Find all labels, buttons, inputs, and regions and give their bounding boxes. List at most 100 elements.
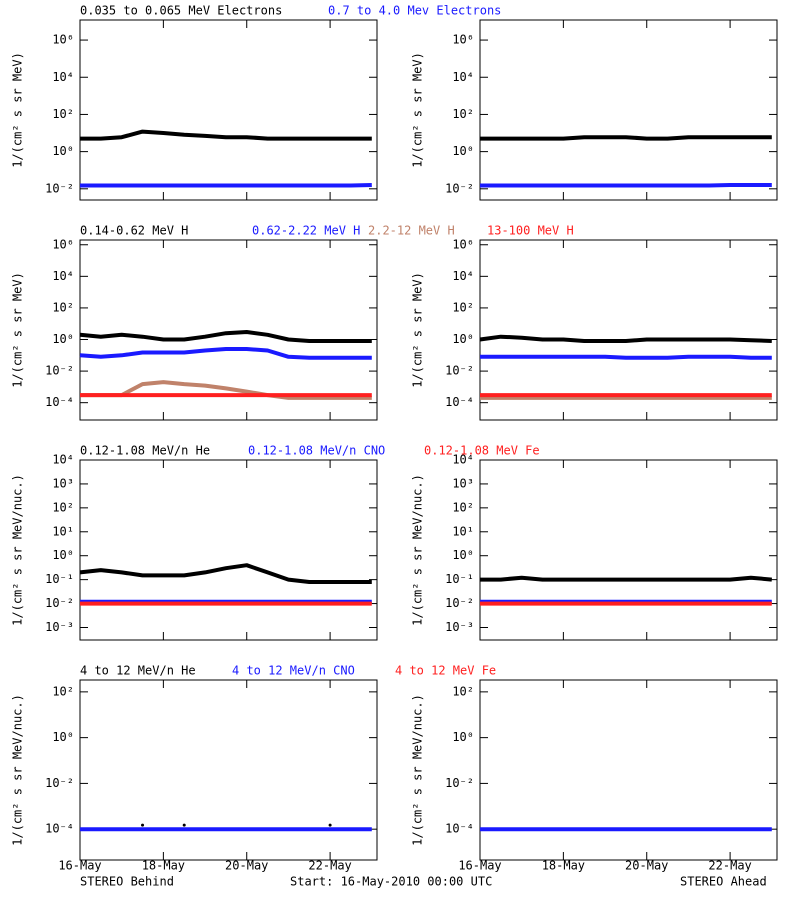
data-series	[80, 183, 372, 188]
y-tick-label: 10⁰	[52, 332, 74, 346]
y-tick-label: 10⁴	[52, 453, 74, 467]
y-tick-label: 10⁻¹	[445, 572, 474, 586]
y-tick-label: 10⁻³	[445, 620, 474, 634]
plot-frame	[79, 679, 378, 861]
legend-label: 13-100 MeV H	[487, 224, 574, 238]
y-tick-label: 10¹	[452, 524, 474, 538]
x-tick-label: 22-May	[308, 859, 351, 873]
y-tick-label: 10²	[52, 500, 74, 514]
y-tick-label: 10⁻⁴	[45, 822, 74, 836]
footer-right: STEREO Ahead	[680, 875, 767, 889]
y-tick-label: 10⁴	[452, 453, 474, 467]
legend-label: 4 to 12 MeV/n He	[80, 664, 196, 678]
y-tick-label: 10⁻²	[45, 776, 74, 790]
y-tick-label: 10⁰	[452, 144, 474, 158]
x-tick-label: 16-May	[58, 859, 101, 873]
y-tick-label: 10²	[452, 500, 474, 514]
y-tick-label: 10⁶	[52, 237, 74, 251]
y-tick-label: 10²	[452, 107, 474, 121]
y-axis-label: 1/(cm² s sr MeV/nuc.)	[411, 474, 425, 626]
data-series	[480, 183, 772, 188]
y-tick-label: 10⁶	[52, 33, 74, 47]
y-tick-label: 10⁻²	[45, 181, 74, 195]
y-tick-label: 10⁰	[452, 332, 474, 346]
y-axis-label: 1/(cm² s sr MeV/nuc.)	[411, 694, 425, 846]
y-tick-label: 10⁻²	[45, 596, 74, 610]
y-tick-label: 10⁻²	[445, 596, 474, 610]
y-tick-label: 10⁻⁴	[445, 395, 474, 409]
x-tick-label: 22-May	[708, 859, 751, 873]
legend-label: 0.12-1.08 MeV Fe	[424, 444, 540, 458]
y-tick-label: 10⁻²	[45, 364, 74, 378]
footer-left: STEREO Behind	[80, 875, 174, 889]
x-tick-label: 18-May	[142, 859, 185, 873]
y-tick-label: 10²	[52, 300, 74, 314]
y-axis-label: 1/(cm² s sr MeV)	[11, 272, 25, 388]
y-tick-label: 10¹	[52, 524, 74, 538]
plot-frame	[479, 19, 778, 201]
y-axis-label: 1/(cm² s sr MeV)	[11, 52, 25, 168]
legend-label: 0.12-1.08 MeV/n CNO	[248, 444, 385, 458]
legend-label: 4 to 12 MeV Fe	[395, 664, 496, 678]
legend-label: 0.7 to 4.0 Mev Electrons	[328, 4, 501, 18]
plot-frame	[79, 239, 378, 421]
y-tick-label: 10⁰	[52, 730, 74, 744]
legend-label: 4 to 12 MeV/n CNO	[232, 664, 355, 678]
data-series	[79, 330, 372, 343]
legend-label: 2.2-12 MeV H	[368, 224, 455, 238]
data-series	[480, 354, 772, 360]
plot-frame	[479, 459, 778, 641]
x-tick-label: 20-May	[625, 859, 668, 873]
y-tick-label: 10⁶	[452, 33, 474, 47]
y-tick-label: 10³	[52, 476, 74, 490]
data-series	[480, 135, 772, 141]
y-axis-label: 1/(cm² s sr MeV/nuc.)	[11, 474, 25, 626]
x-tick-label: 18-May	[542, 859, 585, 873]
y-axis-label: 1/(cm² s sr MeV)	[411, 52, 425, 168]
y-tick-label: 10⁻²	[445, 776, 474, 790]
data-point	[182, 823, 186, 827]
y-tick-label: 10⁴	[52, 269, 74, 283]
plot-frame	[79, 19, 378, 201]
y-axis-label: 1/(cm² s sr MeV/nuc.)	[11, 694, 25, 846]
y-tick-label: 10⁻³	[45, 620, 74, 634]
footer-center: Start: 16-May-2010 00:00 UTC	[290, 875, 492, 889]
y-tick-label: 10³	[452, 476, 474, 490]
y-tick-label: 10⁴	[452, 269, 474, 283]
y-tick-label: 10⁰	[52, 548, 74, 562]
y-tick-label: 10⁻²	[445, 364, 474, 378]
y-tick-label: 10⁰	[452, 730, 474, 744]
legend-label: 0.035 to 0.065 MeV Electrons	[80, 4, 282, 18]
y-tick-label: 10⁰	[452, 548, 474, 562]
y-tick-label: 10⁰	[52, 144, 74, 158]
y-tick-label: 10²	[452, 300, 474, 314]
legend-label: 0.14-0.62 MeV H	[80, 224, 188, 238]
y-tick-label: 10⁻⁴	[445, 822, 474, 836]
plot-frame	[479, 239, 778, 421]
y-tick-label: 10⁴	[452, 70, 474, 84]
data-series	[479, 334, 772, 343]
plot-frame	[79, 459, 378, 641]
legend-label: 0.62-2.22 MeV H	[252, 224, 360, 238]
data-series	[80, 129, 372, 141]
y-tick-label: 10⁻¹	[45, 572, 74, 586]
y-tick-label: 10²	[52, 684, 74, 698]
data-point	[328, 823, 332, 827]
legend-label: 0.12-1.08 MeV/n He	[80, 444, 210, 458]
y-tick-label: 10⁻⁴	[45, 395, 74, 409]
y-tick-label: 10⁴	[52, 70, 74, 84]
data-series	[79, 347, 372, 360]
y-tick-label: 10²	[52, 107, 74, 121]
data-series	[80, 380, 372, 400]
y-axis-label: 1/(cm² s sr MeV)	[411, 272, 425, 388]
x-tick-label: 20-May	[225, 859, 268, 873]
y-tick-label: 10²	[452, 684, 474, 698]
data-series	[79, 563, 372, 584]
data-point	[141, 823, 145, 827]
y-tick-label: 10⁶	[452, 237, 474, 251]
data-series	[480, 575, 772, 582]
plot-frame	[479, 679, 778, 861]
x-tick-label: 16-May	[458, 859, 501, 873]
y-tick-label: 10⁻²	[445, 181, 474, 195]
